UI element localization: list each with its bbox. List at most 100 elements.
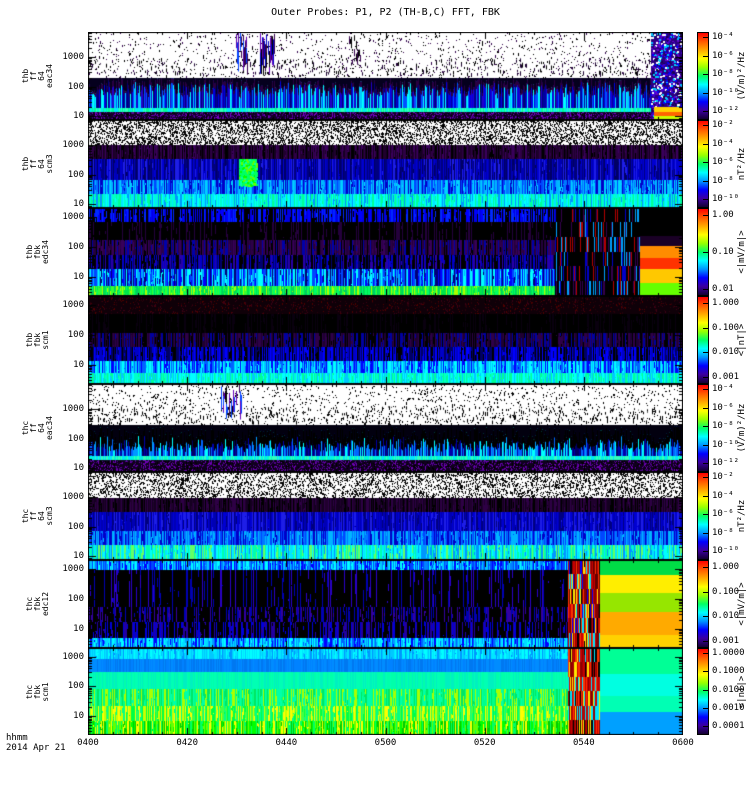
y-tick-label: 1000 (62, 51, 84, 62)
colorbar-tick-mark (703, 199, 708, 200)
colorbar-tick-label: 1.000 (712, 298, 740, 309)
colorbar-tick-mark (703, 352, 708, 353)
colorbar-tick-label: 0.100 (712, 322, 740, 333)
colorbar-tick-mark (703, 74, 708, 75)
spectrogram-panel-thc_ff_64_scm3 (88, 472, 683, 560)
colorbar-tick-mark (703, 445, 708, 446)
colorbar-tick-mark (703, 111, 708, 112)
colorbar-tick-mark (703, 162, 708, 163)
spectrogram-panel-thc_fbk_edc12 (88, 560, 683, 648)
colorbar-tick-mark (703, 616, 708, 617)
colorbar-tick-label: 10⁻⁸ (712, 69, 734, 80)
y-tick-label: 100 (67, 433, 84, 444)
date-label: 2014 Apr 21 (6, 743, 66, 753)
colorbar-tick-label: 10⁻² (712, 120, 734, 131)
y-tick-label: 10 (73, 551, 84, 562)
colorbar-tick-label: 1.00 (712, 210, 734, 221)
colorbar-unit-thb_fbk_edc34: <|mV/m|> (737, 230, 747, 274)
y-tick-label: 100 (67, 81, 84, 92)
colorbar-tick-label: 10⁻⁸ (712, 175, 734, 186)
colorbar-tick-mark (703, 671, 708, 672)
colorbar-tick-mark (703, 377, 708, 378)
colorbar-tick-label: 0.01 (712, 283, 734, 294)
y-tick-label: 10 (73, 463, 84, 474)
x-axis-format-label: hhmm (6, 733, 28, 743)
colorbar-tick-mark (703, 389, 708, 390)
colorbar-tick-label: 10⁻¹² (712, 458, 740, 469)
colorbar-tick-mark (703, 181, 708, 182)
y-tick-label: 1000 (62, 299, 84, 310)
y-tick-label: 10 (73, 199, 84, 210)
colorbar-tick-mark (703, 303, 708, 304)
colorbar-unit-thb_ff_64_eac34: (V/m)²/Hz (737, 51, 747, 101)
colorbar-tick-label: 10⁻⁶ (712, 50, 734, 61)
y-tick-label: 100 (67, 593, 84, 604)
colorbar-tick-mark (703, 708, 708, 709)
spectrogram-panel-thb_fbk_edc34 (88, 208, 683, 296)
colorbar-thb_fbk_scm1 (697, 296, 709, 384)
colorbar-tick-label: 0.0010 (712, 703, 745, 714)
colorbar-tick-mark (703, 567, 708, 568)
colorbar-tick-mark (703, 93, 708, 94)
y-tick-label: 1000 (62, 491, 84, 502)
colorbar-tick-label: 10⁻¹⁰ (712, 546, 740, 557)
colorbar-tick-mark (703, 289, 708, 290)
colorbar-unit-thc_ff_64_eac34: (V/m)²/Hz (737, 403, 747, 453)
y-tick-label: 100 (67, 169, 84, 180)
spectrogram-panel-thc_fbk_scm1 (88, 648, 683, 735)
colorbar-tick-mark (703, 514, 708, 515)
colorbar-tick-label: 10⁻⁶ (712, 509, 734, 520)
colorbar-tick-label: 10⁻¹⁰ (712, 194, 740, 205)
colorbar-tick-label: 0.010 (712, 347, 740, 358)
x-tick-label: 0440 (275, 738, 298, 748)
colorbar-tick-label: 0.100 (712, 586, 740, 597)
colorbar-tick-label: 10⁻⁴ (712, 32, 734, 43)
y-tick-label: 10 (73, 623, 84, 634)
colorbar-tick-label: 10⁻¹² (712, 106, 740, 117)
x-tick-label: 0500 (374, 738, 397, 748)
colorbar-tick-label: 10⁻² (712, 472, 734, 483)
colorbar-tick-mark (703, 477, 708, 478)
y-tick-label: 100 (67, 241, 84, 252)
colorbar-tick-mark (703, 426, 708, 427)
colorbar-tick-label: 10⁻⁶ (712, 402, 734, 413)
colorbar-tick-mark (703, 215, 708, 216)
spectrogram-panel-thb_fbk_scm1 (88, 296, 683, 384)
colorbar-tick-label: 10⁻⁴ (712, 384, 734, 395)
colorbar-tick-label: 0.001 (712, 635, 740, 646)
colorbar-tick-label: 10⁻⁶ (712, 157, 734, 168)
x-tick-label: 0400 (77, 738, 99, 748)
y-tick-label: 10 (73, 359, 84, 370)
colorbar-thc_ff_64_eac34 (697, 384, 709, 472)
y-tick-label: 100 (67, 329, 84, 340)
colorbar-tick-label: 10⁻⁴ (712, 490, 734, 501)
colorbar-tick-mark (703, 592, 708, 593)
colorbar-tick-label: 10⁻¹⁰ (712, 439, 740, 450)
plot-title: Outer Probes: P1, P2 (TH-B,C) FFT, FBK (271, 7, 500, 18)
colorbar-tick-label: 1.000 (712, 562, 740, 573)
colorbar-tick-mark (703, 463, 708, 464)
x-tick-label: 0600 (672, 738, 694, 748)
colorbar-tick-label: 0.001 (712, 371, 740, 382)
colorbar-tick-label: 0.0100 (712, 684, 745, 695)
colorbar-unit-thb_fbk_scm1: <|nT|> (737, 323, 747, 357)
colorbar-tick-mark (703, 726, 708, 727)
colorbar-tick-mark (703, 533, 708, 534)
y-tick-label: 1000 (62, 563, 84, 574)
colorbar-thc_fbk_scm1 (697, 648, 709, 735)
colorbar-unit-thb_ff_64_scm3: nT²/Hz (737, 147, 747, 181)
colorbar-tick-label: 0.010 (712, 611, 740, 622)
colorbar-tick-mark (703, 37, 708, 38)
colorbar-tick-label: 0.10 (712, 247, 734, 257)
y-tick-label: 1000 (62, 651, 84, 662)
colorbar-tick-mark (703, 690, 708, 691)
colorbar-tick-mark (703, 125, 708, 126)
x-tick-label: 0520 (473, 738, 496, 748)
y-tick-label: 1000 (62, 211, 84, 222)
y-tick-label: 10 (73, 271, 84, 282)
colorbar-tick-label: 10⁻¹⁰ (712, 87, 740, 98)
colorbar-tick-label: 10⁻⁸ (712, 527, 734, 538)
colorbar-tick-mark (703, 252, 708, 253)
colorbar-tick-mark (703, 551, 708, 552)
